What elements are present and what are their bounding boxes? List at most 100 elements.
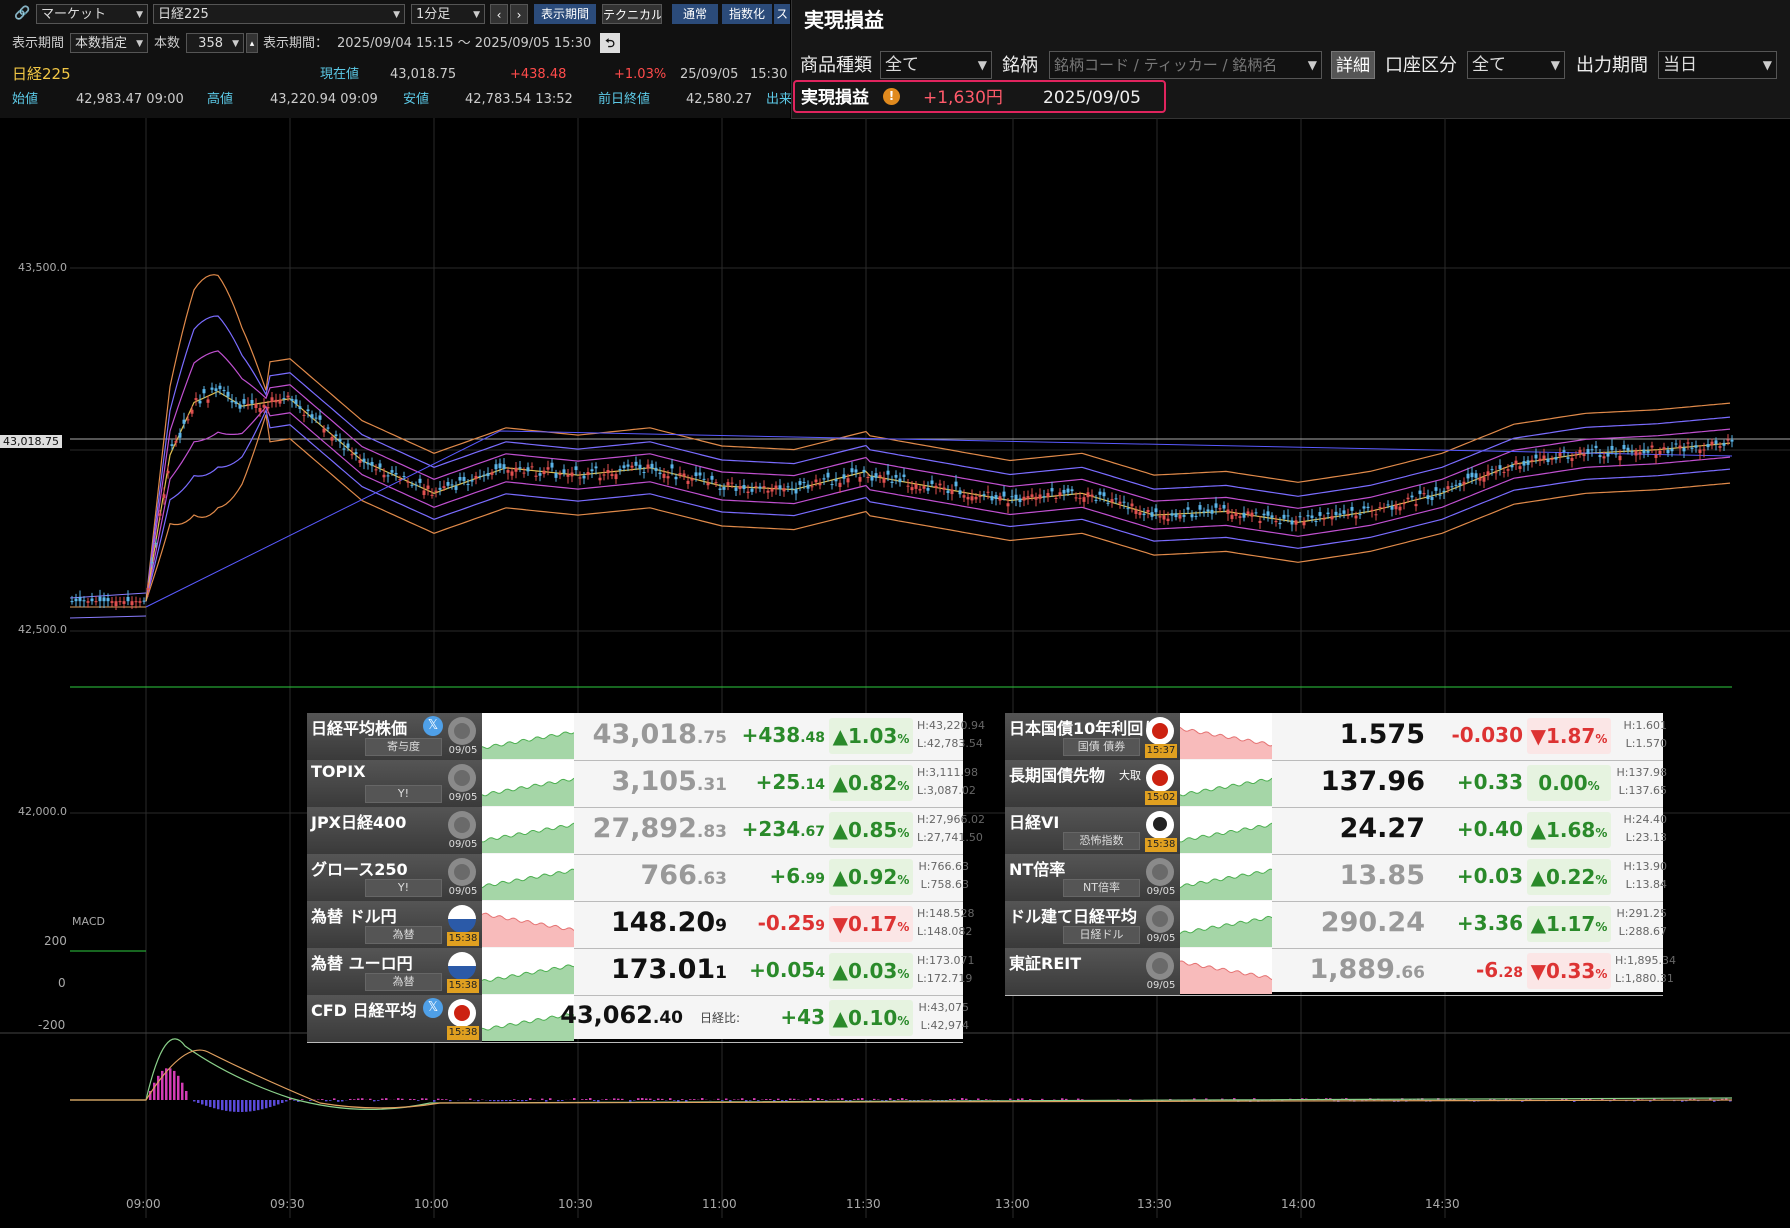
macd-bar <box>953 1098 956 1100</box>
candle-body <box>498 463 502 469</box>
record-icon[interactable] <box>1146 858 1174 886</box>
pct-sign: % <box>897 967 910 981</box>
record-icon[interactable] <box>448 717 476 745</box>
chart-area[interactable]: 43,500.0 43,018.75 42,500.0 42,000.0 MAC… <box>0 118 1790 1228</box>
record-icon[interactable] <box>1146 952 1174 980</box>
symbol-search-input[interactable]: 銘柄コード / ティッカー / 銘柄名 ▼ <box>1049 51 1322 79</box>
macd-bar <box>257 1100 260 1111</box>
candle-body <box>658 472 662 475</box>
candle-body <box>1674 443 1678 445</box>
warning-icon[interactable]: ! <box>883 88 900 105</box>
macd-bar <box>165 1068 168 1100</box>
watch-row[interactable]: 為替 ドル円 為替 15:38 148.209 -0.259 ▼0.17% H:148.52… <box>307 901 974 949</box>
x-icon[interactable]: 𝕏 <box>423 716 443 736</box>
high-value: H:137.98 <box>1616 766 1667 779</box>
account-select[interactable]: 全て ▼ <box>1467 51 1565 79</box>
macd-bar <box>853 1099 856 1100</box>
price-chart[interactable] <box>0 118 1790 1228</box>
flag-icon[interactable] <box>448 952 476 980</box>
candle-body <box>1230 514 1234 519</box>
watch-name: 東証REIT <box>1009 954 1082 973</box>
candle-body <box>1658 450 1662 455</box>
candle-body <box>958 490 962 495</box>
watch-row[interactable]: 為替 ユーロ円 為替 15:38 173.011 +0.054 ▲0.03% H:173.0… <box>307 948 974 996</box>
candle-body <box>754 486 758 488</box>
watch-row[interactable]: CFD 日経平均 𝕏 15:38 43,062.40 日経比: +43 ▲0.10% H:43… <box>307 995 969 1043</box>
candle-body <box>230 400 234 403</box>
market-select[interactable]: マーケット ▼ <box>36 4 148 24</box>
macd-bar <box>821 1099 824 1100</box>
candle-body <box>1526 460 1530 465</box>
record-icon[interactable] <box>448 764 476 792</box>
record-icon[interactable] <box>1146 717 1174 745</box>
candle-body <box>1138 512 1142 515</box>
watch-sub-button[interactable]: NT倍率 <box>1063 879 1140 897</box>
watch-sub-button[interactable]: 日経ドル <box>1063 926 1140 944</box>
record-icon[interactable] <box>448 999 476 1027</box>
candle-body <box>1050 488 1054 492</box>
candle-body <box>1094 499 1098 501</box>
watch-row[interactable]: 日経VI 恐怖指数 15:38 24.27 +0.40 ▲1.68% H:24.40 L:23… <box>1005 807 1667 855</box>
sparkline <box>482 948 574 994</box>
watch-sub-button[interactable]: 恐怖指数 <box>1063 832 1140 850</box>
pct-value: 0.00 <box>1538 771 1588 795</box>
candle-body <box>1482 477 1486 482</box>
watch-sub-button[interactable]: 寄与度 <box>365 738 442 756</box>
watch-row[interactable]: TOPIX Y! 09/05 3,105.31 +25.14 ▲0.82% H:3,111.… <box>307 760 978 808</box>
candle-body <box>1558 452 1562 457</box>
candle-body <box>1010 496 1014 498</box>
cut-button[interactable]: ス <box>774 4 790 24</box>
reset-icon[interactable]: ⮌ <box>600 33 620 53</box>
watch-row[interactable]: ドル建て日経平均 日経ドル 09/05 290.24 +3.36 ▲1.17% H:291.… <box>1005 901 1667 949</box>
macd-bar <box>541 1098 544 1100</box>
record-icon[interactable] <box>448 811 476 839</box>
pct-value: ▲0.82 <box>832 771 898 795</box>
candle-body <box>1682 447 1686 452</box>
x-icon[interactable]: 𝕏 <box>423 998 443 1018</box>
count-input[interactable]: 358 ▼ <box>186 33 244 53</box>
record-icon[interactable] <box>448 858 476 886</box>
watch-sub-button[interactable]: 為替 <box>365 926 442 944</box>
index-button[interactable]: 指数化 <box>722 4 772 24</box>
product-select[interactable]: 全て ▼ <box>880 51 992 79</box>
technical-button[interactable]: テクニカル <box>602 4 662 24</box>
interval-select[interactable]: 1分足 ▼ <box>411 4 485 24</box>
sparkline <box>482 901 574 947</box>
record-icon[interactable] <box>1146 905 1174 933</box>
period-mode-select[interactable]: 本数指定 ▼ <box>70 33 148 53</box>
watch-row[interactable]: グロース250 Y! 09/05 766.63 +6.99 ▲0.92% H:766.63 L… <box>307 854 969 902</box>
flag-icon[interactable] <box>448 905 476 933</box>
watch-sub-button[interactable]: Y! <box>365 785 442 803</box>
panda-icon[interactable] <box>1146 811 1174 839</box>
watch-sub-button[interactable]: 為替 <box>365 973 442 991</box>
watch-row[interactable]: JPX日経400 09/05 27,892.83 +234.67 ▲0.85% H:27,… <box>307 807 985 855</box>
candle-body <box>1486 471 1490 476</box>
candle-body <box>1606 452 1610 457</box>
watch-sub-button[interactable]: Y! <box>365 879 442 897</box>
count-stepper[interactable]: ▴ <box>246 33 258 53</box>
candle-body <box>650 463 654 469</box>
watch-row[interactable]: NT倍率 NT倍率 09/05 13.85 +0.03 ▲0.22% H:13.90 L:13… <box>1005 854 1667 902</box>
watch-row[interactable]: 長期国債先物 大取 15:02 137.96 +0.33 0.00% H:137.98 L:1… <box>1005 760 1667 808</box>
watch-sub-button[interactable]: 国債 債券 <box>1063 738 1140 756</box>
candle-body <box>130 601 134 606</box>
normal-button[interactable]: 通常 <box>672 4 718 24</box>
macd-bar <box>785 1100 788 1102</box>
record-icon[interactable] <box>1146 764 1174 792</box>
high-value: H:13.90 <box>1623 860 1667 873</box>
prev-button[interactable]: ‹ <box>490 4 508 24</box>
symbol-select[interactable]: 日経225 ▼ <box>153 4 405 24</box>
detail-button[interactable]: 詳細 <box>1331 51 1375 79</box>
display-period-button[interactable]: 表示期間 <box>534 4 596 24</box>
macd-bar <box>381 1098 384 1100</box>
link-icon[interactable]: 🔗 <box>14 6 31 21</box>
watch-row[interactable]: 東証REIT 09/05 1,889.66 -6.28 ▼0.33% H:1,895.34… <box>1005 948 1676 996</box>
candle-body <box>838 482 842 487</box>
next-button[interactable]: › <box>510 4 528 24</box>
output-period-select[interactable]: 当日 ▼ <box>1658 51 1777 79</box>
watch-change-pct: ▲0.85% <box>829 812 913 848</box>
watch-row[interactable]: 日経平均株価 寄与度 𝕏 09/05 43,018.75 +438.48 ▲1.03% H:4… <box>307 713 985 761</box>
watch-row[interactable]: 日本国債10年利回り 国債 債券 15:37 1.575 -0.030 ▼1.87% H:1… <box>1005 713 1667 761</box>
low-value: L:148.082 <box>917 925 973 938</box>
macd-bar <box>1009 1098 1012 1100</box>
